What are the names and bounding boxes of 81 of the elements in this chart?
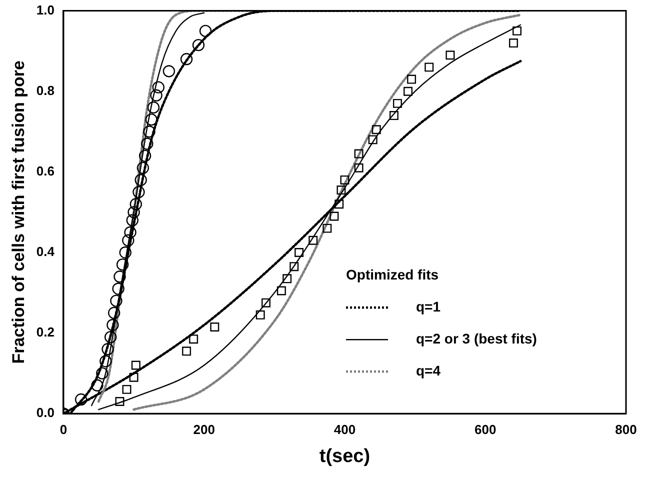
point: [122, 384, 132, 394]
point: [119, 246, 132, 259]
point: [102, 343, 114, 356]
legend-title: Optimized fits: [346, 266, 439, 282]
point: [112, 282, 124, 295]
x-tick-label: 400: [334, 422, 356, 437]
line-series: [97, 10, 346, 403]
point: [261, 298, 270, 308]
point: [136, 162, 150, 174]
point: [446, 50, 455, 60]
point: [131, 360, 140, 370]
point: [129, 372, 138, 382]
point: [354, 163, 364, 172]
point: [290, 262, 299, 272]
point: [106, 318, 119, 332]
point: [372, 125, 381, 134]
point: [124, 226, 136, 238]
point: [150, 89, 162, 102]
x-axis-title: t(sec): [319, 446, 370, 467]
point: [256, 310, 265, 320]
point: [199, 24, 212, 38]
point: [104, 330, 117, 344]
point: [340, 175, 350, 184]
point: [282, 274, 292, 284]
point: [122, 234, 134, 246]
point: [116, 258, 129, 271]
point: [424, 62, 434, 72]
point: [162, 65, 176, 78]
point: [138, 150, 152, 162]
y-tick-label: 0.8: [36, 82, 54, 98]
point: [152, 81, 164, 94]
y-tick-label: 1.0: [36, 2, 54, 18]
point: [115, 397, 124, 406]
point: [143, 126, 156, 138]
y-axis-title: Fraction of cells with first fusion pore: [8, 60, 28, 364]
point: [210, 322, 220, 332]
point: [147, 101, 160, 114]
point: [330, 212, 339, 221]
legend-label: q=2 or 3 (best fits): [416, 330, 537, 346]
y-tick-label: 0.0: [36, 405, 54, 420]
point: [110, 294, 122, 307]
point: [128, 206, 140, 218]
point: [114, 270, 126, 283]
point: [404, 86, 413, 96]
point: [134, 174, 147, 186]
point: [130, 198, 142, 210]
point: [334, 200, 344, 209]
point: [392, 98, 402, 108]
x-tick-label: 0: [60, 422, 68, 437]
point: [354, 149, 364, 158]
point: [322, 224, 332, 233]
point: [182, 346, 192, 356]
point: [126, 214, 138, 226]
y-tick-label: 0.4: [36, 244, 56, 260]
point: [132, 186, 145, 198]
point: [91, 379, 104, 392]
point: [294, 248, 304, 257]
point: [336, 186, 346, 195]
y-tick-label: 0.2: [36, 324, 54, 340]
x-tick-label: 800: [615, 422, 637, 437]
point: [108, 306, 120, 319]
point: [180, 53, 193, 66]
point: [368, 135, 378, 144]
point: [189, 334, 198, 344]
point: [407, 74, 416, 84]
point: [96, 367, 108, 380]
legend-label: q=4: [416, 362, 441, 378]
point: [308, 236, 318, 245]
x-tick-label: 200: [193, 422, 215, 437]
y-tick-label: 0.6: [36, 164, 54, 178]
point: [100, 355, 112, 368]
point: [141, 138, 154, 150]
point: [74, 393, 88, 406]
point: [512, 26, 522, 36]
legend-label: q=1: [416, 298, 441, 314]
x-tick-label: 600: [474, 422, 496, 437]
point: [389, 111, 398, 120]
point: [276, 286, 286, 296]
point: [192, 38, 205, 52]
point: [145, 113, 158, 126]
point: [509, 38, 518, 48]
